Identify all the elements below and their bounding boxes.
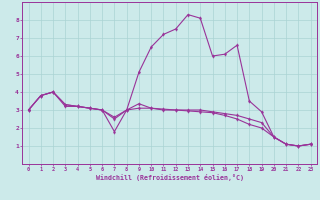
X-axis label: Windchill (Refroidissement éolien,°C): Windchill (Refroidissement éolien,°C) [96, 174, 244, 181]
